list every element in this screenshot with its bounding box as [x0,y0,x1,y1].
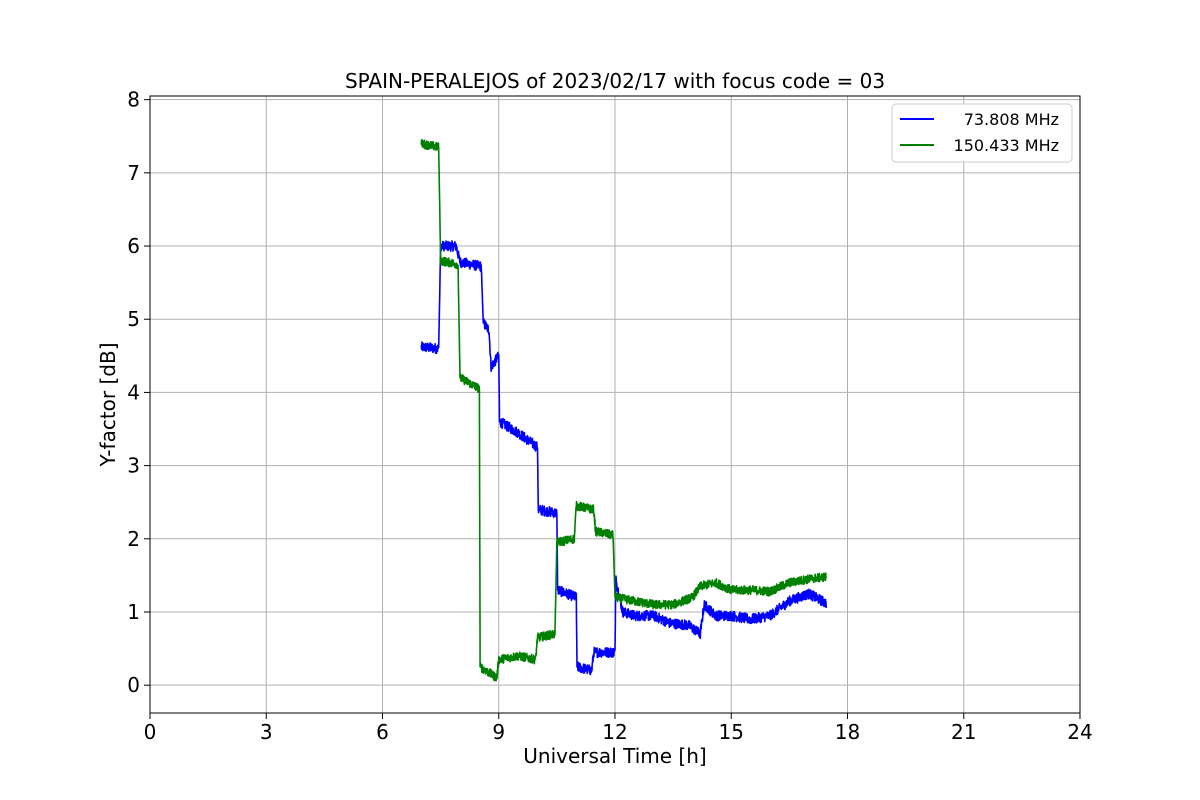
x-tick-label: 18 [835,720,860,744]
chart-title: SPAIN-PERALEJOS of 2023/02/17 with focus… [345,69,885,93]
x-tick-label: 15 [719,720,744,744]
y-tick-label: 8 [127,88,140,112]
y-tick-label: 7 [127,161,140,185]
x-tick-label: 12 [602,720,627,744]
legend-box [891,103,1073,163]
y-tick-label: 3 [127,454,140,478]
y-tick-label: 0 [127,673,140,697]
series-line [420,240,827,676]
legend: 73.808 MHz 150.433 MHz [891,103,1073,163]
x-tick-label: 6 [376,720,389,744]
y-tick-label: 6 [127,234,140,258]
grid [149,96,1081,713]
y-tick-label: 2 [127,527,140,551]
plot-series [420,138,827,682]
legend-label: 150.433 MHz [954,136,1059,155]
y-tick-label: 5 [127,307,140,331]
y-tick-label: 1 [127,600,140,624]
y-tick-label: 4 [127,380,140,404]
x-tick-label: 9 [492,720,505,744]
x-tick-label: 24 [1067,720,1092,744]
x-tick-label: 3 [260,720,273,744]
legend-label: 73.808 MHz [964,110,1059,129]
x-tick-label: 21 [951,720,976,744]
series-line [420,138,827,682]
y-axis-label: Y-factor [dB] [96,342,120,467]
x-axis-label: Universal Time [h] [523,744,706,768]
x-tick-label: 0 [144,720,157,744]
